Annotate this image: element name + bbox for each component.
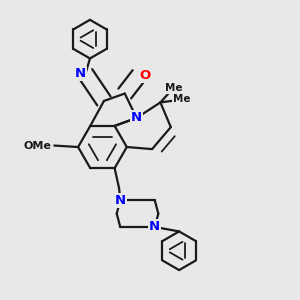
Text: N: N bbox=[131, 111, 142, 124]
Text: N: N bbox=[115, 194, 126, 207]
Text: N: N bbox=[149, 220, 160, 233]
Text: O: O bbox=[139, 69, 150, 82]
Text: Me: Me bbox=[165, 82, 182, 93]
Text: Me: Me bbox=[173, 94, 190, 104]
Text: N: N bbox=[74, 67, 86, 80]
Text: OMe: OMe bbox=[23, 140, 51, 151]
